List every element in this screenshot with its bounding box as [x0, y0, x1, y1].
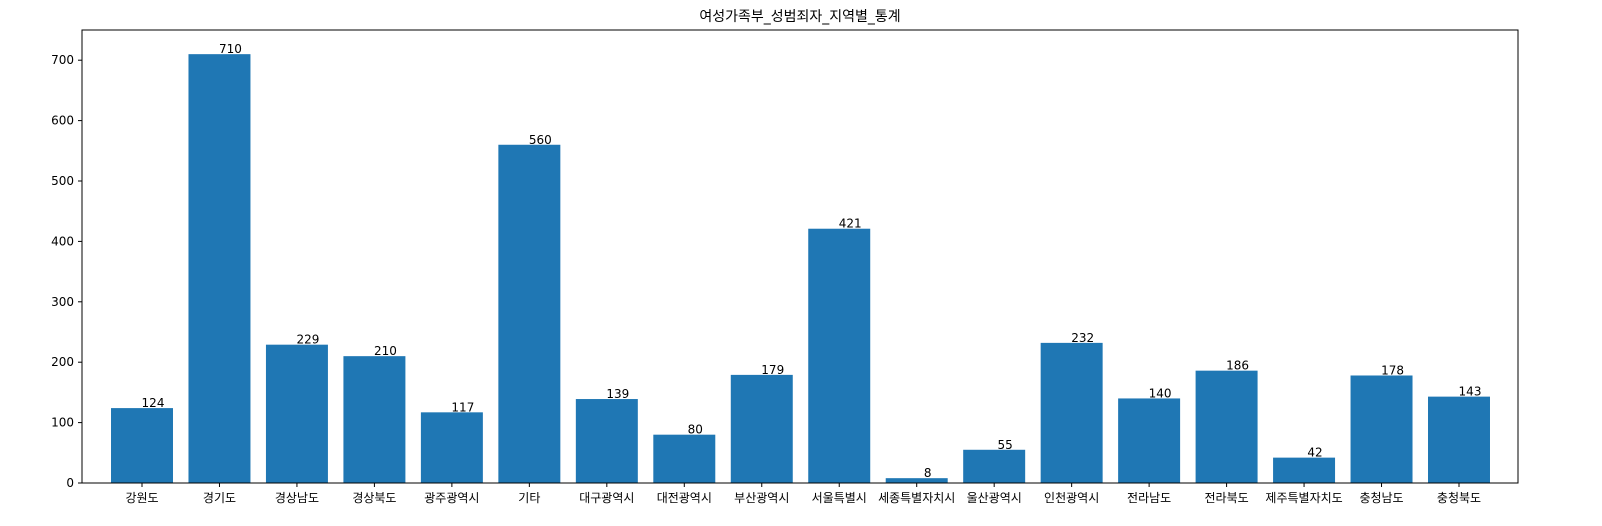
x-tick-label-10: 세종특별자치시	[878, 491, 955, 505]
y-tick-label-7: 700	[51, 53, 74, 67]
data-label-12: 232	[1071, 331, 1094, 345]
x-axis: 강원도 경기도 경상남도 경상북도 광주광역시 기타 대구광역시 대전광역시 부산광역시 서울특별…	[125, 483, 1481, 505]
data-label-3: 210	[374, 344, 397, 358]
bar-9	[808, 228, 871, 483]
y-tick-label-2: 200	[51, 355, 74, 369]
x-tick-label-6: 대구광역시	[579, 491, 634, 505]
x-tick-label-8: 부산광역시	[734, 491, 789, 505]
y-tick-label-5: 500	[51, 174, 74, 188]
x-tick-label-12: 인천광역시	[1044, 490, 1099, 505]
x-tick-label-16: 충청남도	[1359, 491, 1403, 505]
data-label-15: 42	[1307, 446, 1322, 460]
bar-8	[730, 374, 793, 483]
x-tick-label-3: 경상북도	[352, 491, 396, 505]
data-label-16: 178	[1381, 363, 1404, 377]
data-label-1: 710	[219, 42, 242, 56]
data-label-17: 143	[1459, 385, 1482, 399]
x-tick-label-1: 경기도	[203, 491, 236, 505]
data-label-11: 55	[998, 438, 1013, 452]
x-tick-label-7: 대전광역시	[657, 491, 712, 505]
data-label-13: 140	[1149, 386, 1172, 400]
x-tick-label-14: 전라북도	[1205, 491, 1249, 505]
y-tick-label-0: 0	[66, 476, 74, 490]
bar-2	[265, 344, 328, 483]
chart-title: 여성가족부_성범죄자_지역별_통계	[699, 9, 900, 25]
x-tick-label-0: 강원도	[125, 491, 158, 505]
y-tick-label-6: 600	[51, 114, 74, 128]
bar-15	[1273, 457, 1336, 483]
y-axis: 0 100 200 300 400 500 600 700	[51, 53, 82, 490]
x-tick-label-17: 충청북도	[1437, 491, 1481, 505]
bar-14	[1195, 370, 1258, 483]
bar-6	[575, 399, 638, 483]
bar-7	[653, 434, 716, 483]
bar-5	[498, 144, 561, 483]
bar-16	[1350, 375, 1413, 483]
data-label-4: 117	[451, 400, 474, 414]
bar-17	[1428, 396, 1490, 483]
data-label-0: 124	[142, 396, 165, 410]
bar-3	[343, 356, 406, 483]
bar-0	[111, 408, 173, 483]
data-label-10: 8	[924, 466, 932, 480]
x-tick-label-13: 전라남도	[1127, 491, 1171, 505]
bar-1	[188, 54, 251, 483]
y-tick-label-1: 100	[51, 416, 74, 430]
bar-10	[885, 478, 948, 483]
x-tick-label-15: 제주특별자치도	[1265, 491, 1342, 505]
x-tick-label-4: 광주광역시	[424, 491, 479, 505]
bar-11	[963, 449, 1026, 483]
x-tick-label-2: 경상남도	[275, 491, 319, 505]
y-tick-label-3: 300	[51, 295, 74, 309]
data-label-5: 560	[529, 133, 552, 147]
x-tick-label-9: 서울특별시	[812, 491, 867, 505]
data-label-7: 80	[688, 423, 703, 437]
bars-group	[111, 54, 1490, 483]
bar-13	[1118, 398, 1181, 483]
bar-4	[420, 412, 483, 483]
data-label-2: 229	[296, 333, 319, 347]
bar-12	[1040, 342, 1103, 483]
plot-frame	[81, 29, 1519, 484]
data-label-6: 139	[606, 387, 629, 401]
data-label-14: 186	[1226, 359, 1249, 373]
y-tick-label-4: 400	[51, 234, 74, 248]
x-tick-label-5: 기타	[518, 491, 540, 505]
data-labels-group: 124 710 229 210 117 560 139 80 179 421 8 55 232 140 18…	[142, 42, 1482, 480]
data-label-8: 179	[761, 363, 784, 377]
x-tick-label-11: 울산광역시	[967, 491, 1022, 505]
data-label-9: 421	[839, 217, 862, 231]
